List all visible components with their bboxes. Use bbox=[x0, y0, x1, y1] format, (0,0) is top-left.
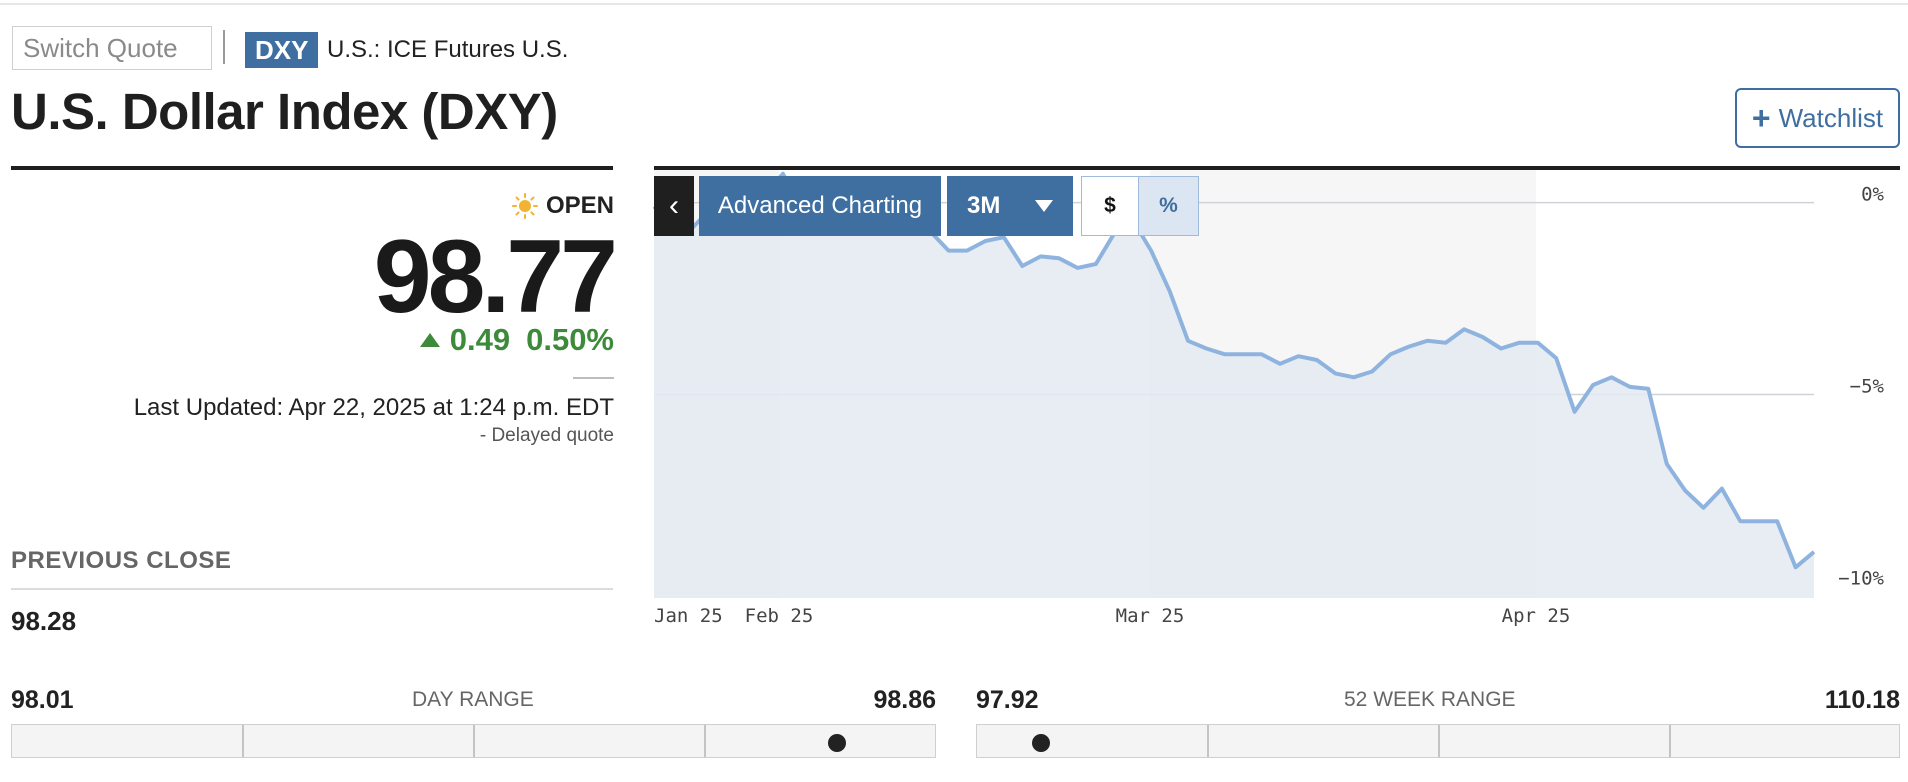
market-status-label: OPEN bbox=[545, 192, 614, 219]
change-value: 0.49 bbox=[449, 322, 511, 357]
day-range-track bbox=[11, 724, 936, 758]
day-range-low: 98.01 bbox=[11, 686, 74, 714]
collapse-chart-button[interactable]: ‹ bbox=[654, 176, 694, 236]
previous-close-value: 98.28 bbox=[11, 606, 77, 636]
day-range-label: DAY RANGE bbox=[412, 688, 534, 711]
exchange-label: U.S.: ICE Futures U.S. bbox=[327, 36, 569, 63]
delayed-quote-note: - Delayed quote bbox=[479, 425, 614, 446]
week52-range-low: 97.92 bbox=[976, 686, 1039, 714]
chevron-down-icon bbox=[1035, 200, 1053, 212]
day-range-marker bbox=[828, 734, 847, 752]
range-tick bbox=[1438, 725, 1440, 757]
week52-range-high: 110.18 bbox=[1824, 686, 1900, 714]
price-change: 0.49 0.50% bbox=[419, 322, 614, 358]
dollar-mode-toggle[interactable]: $ bbox=[1081, 176, 1139, 236]
range-tick bbox=[242, 725, 244, 757]
last-price: 98.77 bbox=[373, 219, 618, 335]
change-divider bbox=[573, 377, 614, 379]
time-range-dropdown[interactable]: 3M bbox=[947, 176, 1073, 236]
week52-range-marker bbox=[1031, 734, 1050, 752]
week52-range-label: 52 WEEK RANGE bbox=[1344, 688, 1516, 711]
y-tick-label: −5% bbox=[1850, 376, 1885, 398]
header-separator bbox=[223, 30, 225, 64]
plus-icon: + bbox=[1751, 100, 1771, 136]
advanced-charting-button[interactable]: Advanced Charting bbox=[699, 176, 941, 236]
range-tick bbox=[1669, 725, 1671, 757]
x-tick-label: Feb 25 bbox=[745, 605, 814, 627]
time-range-label: 3M bbox=[967, 192, 1001, 219]
market-status: OPEN bbox=[510, 192, 614, 220]
percent-mode-toggle[interactable]: % bbox=[1138, 176, 1199, 236]
chart-panel-divider bbox=[654, 166, 1900, 170]
series-area bbox=[654, 173, 1814, 599]
y-tick-label: −10% bbox=[1838, 567, 1884, 589]
change-percent: 0.50% bbox=[526, 322, 614, 357]
watchlist-button[interactable]: + Watchlist bbox=[1735, 88, 1900, 148]
quote-panel-divider bbox=[11, 166, 613, 170]
price-chart[interactable]: 0% −5% −10% Jan 25 Feb 25 Mar 25 Apr 25 bbox=[0, 0, 1908, 660]
switch-quote-input[interactable] bbox=[12, 26, 212, 70]
last-updated: Last Updated: Apr 22, 2025 at 1:24 p.m. … bbox=[133, 394, 614, 421]
watchlist-label: Watchlist bbox=[1778, 102, 1884, 133]
ticker-badge[interactable]: DXY bbox=[245, 32, 319, 68]
x-tick-label: Apr 25 bbox=[1502, 605, 1571, 627]
top-divider bbox=[0, 3, 1908, 5]
range-tick bbox=[704, 725, 706, 757]
day-range-high: 98.86 bbox=[873, 686, 936, 714]
range-tick bbox=[473, 725, 475, 757]
previous-close-label: PREVIOUS CLOSE bbox=[11, 547, 232, 574]
x-tick-label: Jan 25 bbox=[654, 605, 723, 627]
week52-range-track bbox=[976, 724, 1900, 758]
page-title: U.S. Dollar Index (DXY) bbox=[11, 83, 558, 140]
range-tick bbox=[1207, 725, 1209, 757]
previous-close-divider bbox=[11, 588, 613, 590]
y-tick-label: 0% bbox=[1861, 184, 1884, 206]
up-arrow-icon bbox=[419, 333, 440, 347]
sun-icon bbox=[511, 193, 538, 219]
x-tick-label: Mar 25 bbox=[1116, 605, 1185, 627]
